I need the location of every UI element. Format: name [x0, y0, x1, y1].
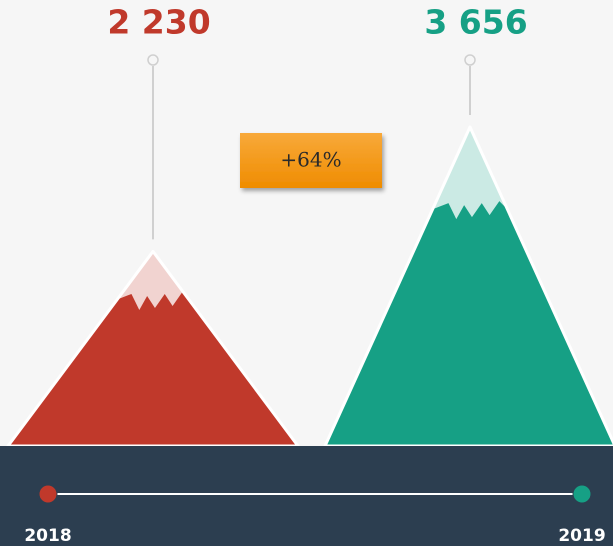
pointer-dot	[465, 55, 475, 65]
value-label: 3 656	[424, 3, 527, 42]
year-label: 2019	[558, 526, 605, 546]
year-label: 2018	[24, 526, 71, 546]
pointer-dot	[148, 55, 158, 65]
badge-label: +64%	[280, 148, 341, 172]
timeline-dot	[573, 485, 591, 503]
timeline-dot	[39, 485, 57, 503]
timeline-band	[0, 446, 613, 546]
value-label: 2 230	[107, 3, 210, 42]
chart: 2 230 2018 3 656 2019 +64%	[0, 0, 613, 546]
